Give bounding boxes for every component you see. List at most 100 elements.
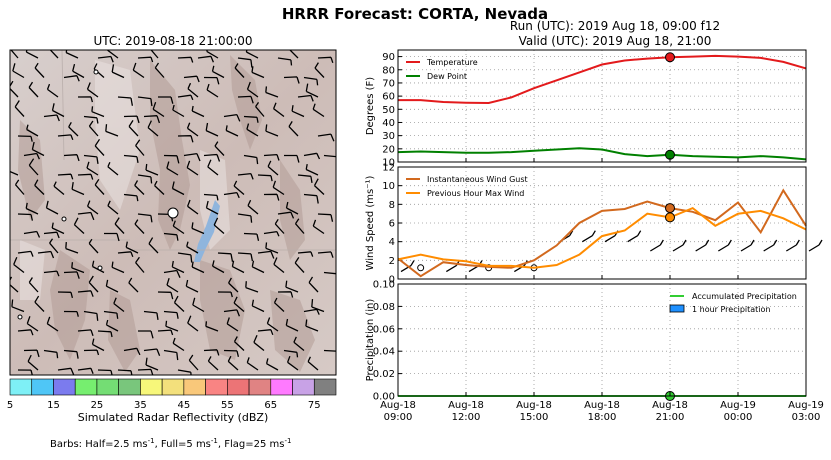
wind-barb [183, 75, 200, 83]
wind-barb [265, 124, 279, 137]
colorbar-swatch [292, 378, 315, 396]
legend-label: Instantaneous Wind Gust [427, 175, 528, 184]
wind-barb [128, 277, 139, 293]
wind-barb [308, 276, 319, 293]
wind-barb [107, 200, 119, 215]
wind-barb [105, 279, 119, 293]
y-tick-label: 30 [382, 131, 395, 142]
wind-barb [187, 82, 199, 98]
station-wind-barb [717, 239, 732, 252]
wind-barb [285, 318, 299, 332]
calm-circle [93, 69, 99, 75]
wind-barb [191, 261, 205, 274]
wind-barb [104, 232, 120, 242]
wind-barb [11, 299, 25, 313]
wind-barb [223, 309, 241, 317]
wind-barb [173, 295, 185, 312]
wind-barb [311, 299, 325, 313]
wind-barb [117, 251, 134, 258]
station-wind-barb [695, 239, 710, 252]
wind-barb [43, 231, 60, 239]
colorbar-swatch [140, 378, 163, 396]
wind-barb [297, 174, 313, 184]
wind-barb [257, 174, 273, 182]
wind-barb [154, 180, 165, 195]
wind-barb [148, 237, 159, 254]
wind-barb [223, 113, 241, 122]
wind-barb [172, 104, 185, 118]
wind-barb [314, 62, 325, 78]
wind-barb [243, 154, 259, 165]
wind-barb [163, 349, 179, 361]
wind-barb [73, 217, 85, 234]
map-title: UTC: 2019-08-18 21:00:00 [93, 34, 252, 48]
x-tick-label-date: Aug-18 [516, 400, 552, 411]
colorbar-swatch [248, 378, 272, 396]
wind-barb [91, 338, 105, 352]
wind-barb [285, 201, 299, 215]
wind-barb [213, 217, 225, 234]
wind-barb [211, 65, 225, 79]
wind-barb [265, 242, 279, 254]
wind-barb [63, 310, 79, 317]
colorbar-swatch [183, 378, 206, 396]
wind-barb [303, 193, 319, 204]
wind-barb [237, 172, 254, 180]
wind-barb [233, 296, 245, 312]
wind-barb [77, 96, 94, 103]
wind-barb [217, 252, 234, 262]
wind-barb [51, 222, 65, 235]
wind-barb [203, 193, 219, 201]
wind-barb [317, 251, 334, 258]
wind-barb [65, 242, 79, 254]
y-axis-label: Degrees (F) [365, 77, 376, 135]
wind-barb [10, 170, 19, 176]
colorbar-tick-label: 65 [264, 400, 277, 411]
colorbar-swatch [118, 378, 141, 396]
wind-barb [113, 297, 125, 313]
station-marker [167, 207, 179, 219]
y-tick-label: 0.08 [373, 302, 395, 313]
wind-barb [223, 191, 240, 199]
wind-barb [145, 357, 159, 371]
colorbar-tick-label: 35 [134, 400, 147, 411]
station-wind-barb [740, 239, 755, 252]
wind-barb [206, 50, 219, 59]
colorbar-swatch [96, 378, 119, 396]
wind-barb [135, 256, 145, 273]
wind-barb [305, 163, 319, 176]
wind-barb [246, 81, 259, 98]
wind-barb [10, 276, 19, 293]
wind-barb [117, 96, 134, 106]
wind-barb [237, 95, 254, 104]
wind-barb [23, 230, 41, 238]
wind-barb [57, 367, 75, 375]
calm-circle [97, 265, 103, 271]
wind-barb [163, 269, 181, 278]
colorbar-swatch [161, 378, 185, 396]
wind-barb [105, 124, 119, 137]
wind-barb [94, 178, 105, 195]
wind-barb [187, 315, 199, 332]
wind-barb [257, 250, 275, 259]
wind-barb [114, 217, 125, 234]
x-tick-label-time: 15:00 [520, 412, 549, 423]
wind-barb [25, 202, 39, 215]
radar-echo [194, 200, 220, 262]
wind-barb [203, 349, 220, 356]
wind-barb [305, 319, 319, 332]
wind-barb [86, 200, 99, 215]
wind-barb [83, 310, 99, 321]
wind-barb [34, 62, 45, 78]
wind-barb [265, 358, 279, 371]
mountain-ranges [18, 55, 315, 372]
wind-barb [111, 261, 125, 274]
wind-barb [94, 138, 105, 156]
wind-barb [150, 50, 159, 59]
wind-barb [26, 124, 39, 137]
wind-barb [86, 161, 99, 176]
wind-barb [234, 63, 245, 78]
station-wind-barb [672, 239, 687, 252]
wind-barb [28, 277, 39, 293]
y-tick-label: 0.06 [373, 324, 395, 335]
